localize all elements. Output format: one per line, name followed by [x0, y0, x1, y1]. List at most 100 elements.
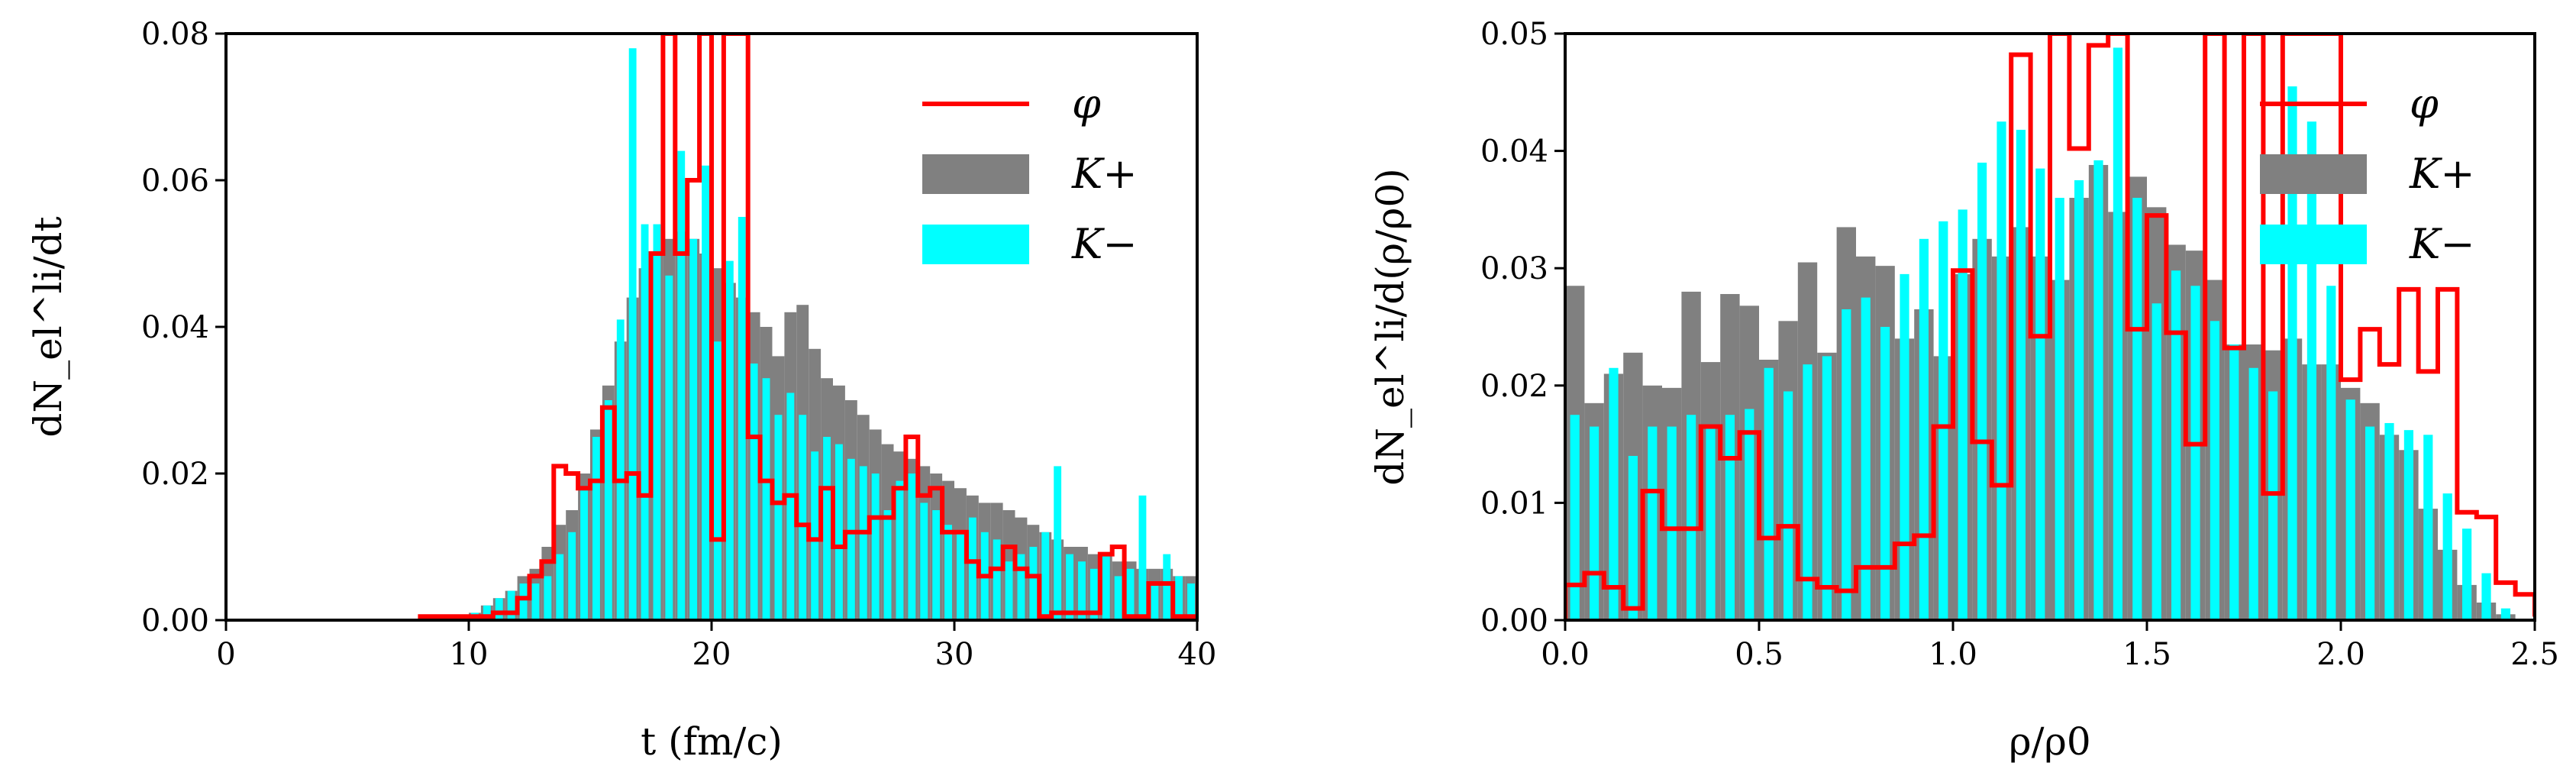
- kminus-bar: [1370, 591, 1377, 620]
- kminus-bar: [883, 510, 892, 620]
- kminus-bar: [896, 480, 904, 620]
- y-tick-label: 0.06: [141, 163, 209, 199]
- kminus-bar: [2171, 270, 2181, 620]
- kminus-bar: [1017, 554, 1025, 620]
- kminus-bar: [641, 224, 649, 620]
- kminus-bar: [1880, 327, 1890, 620]
- kminus-bar: [2345, 399, 2355, 620]
- kminus-bar: [1187, 583, 1195, 620]
- kminus-bar: [944, 525, 952, 620]
- kminus-bar: [1029, 547, 1038, 620]
- kminus-bar: [2074, 180, 2084, 620]
- kminus-bar: [1345, 598, 1353, 620]
- kminus-bar: [920, 503, 928, 620]
- y-tick-label: 0.01: [1480, 486, 1548, 521]
- kminus-bar: [1054, 466, 1062, 620]
- kminus-bar: [1041, 532, 1050, 620]
- kminus-bar: [762, 378, 770, 620]
- kminus-bar: [714, 341, 721, 620]
- kminus-bar: [1900, 273, 1909, 620]
- kminus-bar: [1114, 576, 1122, 620]
- kplus-bar: [1380, 606, 1392, 620]
- kminus-bar: [725, 260, 734, 620]
- kminus-bar: [2248, 367, 2258, 620]
- x-tick-label: 40: [1178, 637, 1217, 672]
- plot-area: [418, 34, 1425, 620]
- kminus-bar: [1333, 598, 1341, 620]
- y-tick-label: 0.05: [1480, 17, 1548, 52]
- kminus-bar: [1005, 561, 1013, 620]
- kminus-bar: [2035, 168, 2045, 620]
- kminus-bar: [592, 437, 600, 620]
- kminus-bar: [1706, 426, 1716, 620]
- kminus-bar: [1102, 554, 1110, 620]
- kminus-bar: [1406, 606, 1413, 620]
- kminus-bar: [568, 532, 576, 620]
- kminus-bar: [1175, 576, 1183, 620]
- kminus-bar: [1382, 606, 1390, 620]
- x-tick-label: 10: [450, 637, 489, 672]
- kminus-bar: [2268, 391, 2278, 620]
- legend-kplus-swatch: [922, 154, 1029, 194]
- axes-frame: [1564, 32, 2536, 622]
- kplus-bar: [1391, 606, 1403, 620]
- kplus-bar: [1197, 583, 1209, 620]
- kplus-bar: [1270, 591, 1282, 620]
- kminus-bar: [665, 275, 673, 620]
- kminus-bar: [2016, 129, 2026, 620]
- kminus-bar: [1764, 367, 1774, 620]
- kminus-bar: [677, 150, 686, 620]
- kminus-bar: [519, 583, 528, 620]
- kminus-bar: [1393, 606, 1401, 620]
- kminus-bar: [932, 510, 941, 620]
- kminus-bar: [859, 466, 867, 620]
- kminus-bar: [580, 488, 588, 620]
- kminus-bar: [2384, 422, 2394, 620]
- legend-kminus-swatch: [922, 225, 1029, 264]
- kminus-bar: [1357, 598, 1365, 620]
- kminus-bar: [2500, 608, 2510, 620]
- x-tick-label: 0.0: [1541, 637, 1590, 672]
- legend-label: K+: [2409, 150, 2475, 198]
- y-tick-label: 0.08: [141, 17, 209, 52]
- kplus-bar: [1355, 606, 1367, 620]
- x-tick-label: 2.0: [2316, 637, 2365, 672]
- legend-kplus-swatch: [2260, 154, 2367, 194]
- kminus-bar: [2403, 430, 2413, 620]
- kminus-bar: [1687, 415, 1696, 620]
- kminus-bar: [1321, 598, 1328, 620]
- kminus-bar: [993, 539, 1001, 620]
- kplus-bar: [1222, 583, 1234, 620]
- kminus-bar: [774, 415, 783, 620]
- kminus-bar: [1418, 606, 1425, 620]
- kminus-bar: [799, 415, 807, 620]
- legend-label: K−: [1071, 220, 1138, 268]
- x-axis-label: t (fm/c): [641, 719, 783, 764]
- kminus-bar: [1199, 583, 1207, 620]
- plot-area: [1565, 34, 2535, 620]
- kminus-bar: [1126, 568, 1135, 620]
- kminus-bar: [1628, 455, 1638, 620]
- x-tick-label: 30: [935, 637, 974, 672]
- kminus-bar: [653, 224, 661, 620]
- kminus-bar: [1151, 583, 1159, 620]
- y-tick-label: 0.02: [141, 457, 209, 492]
- x-tick-label: 1.5: [2122, 637, 2171, 672]
- kminus-bar: [1667, 426, 1677, 620]
- kminus-bar: [1725, 415, 1735, 620]
- legend-label: φ: [2410, 79, 2439, 128]
- kminus-bar: [1066, 554, 1073, 620]
- kminus-bar: [1261, 591, 1268, 620]
- panel-time: 0 10 20 30 40 0.00 0.02 0.04 0.06 0.08 t (fm/c) dN_…: [26, 17, 1425, 764]
- kminus-bar: [1977, 162, 1987, 620]
- kminus-bar: [1803, 364, 1813, 620]
- kminus-bar: [1163, 554, 1171, 620]
- kminus-bar: [2210, 321, 2219, 620]
- legend: φ K+ K−: [2260, 79, 2475, 268]
- kminus-bar: [1842, 309, 1851, 620]
- phi-step-line: [1565, 34, 2535, 620]
- kplus-bar: [1367, 606, 1380, 620]
- kminus-bar: [702, 165, 709, 620]
- kminus-bar: [1089, 568, 1098, 620]
